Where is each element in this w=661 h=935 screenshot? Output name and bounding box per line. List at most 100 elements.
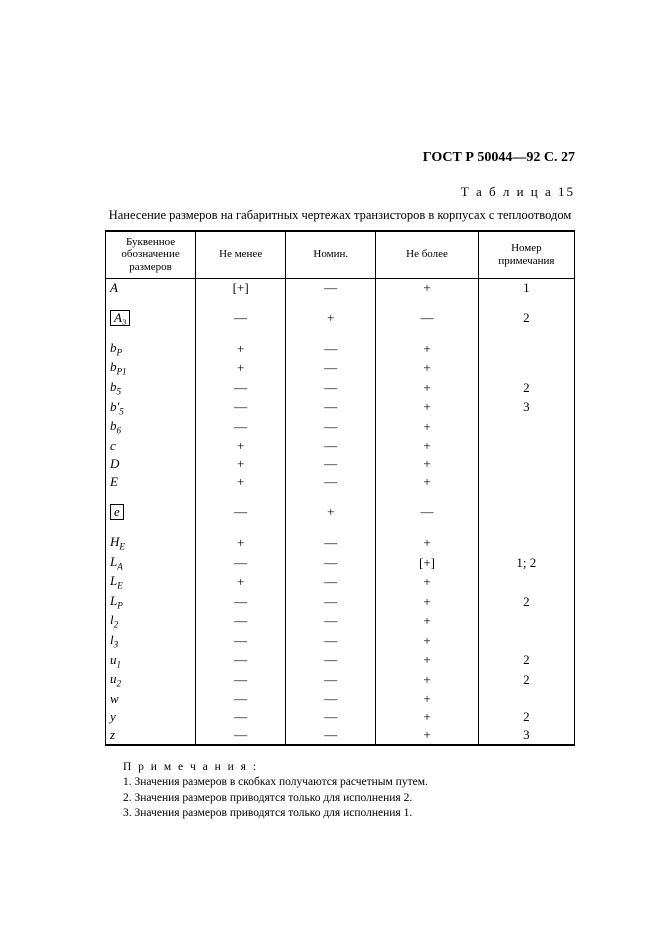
table-caption: Нанесение размеров на габаритных чертежа… [105,208,575,224]
cell-nominal: — [286,690,376,708]
cell-min: + [196,339,286,359]
cell-min: + [196,533,286,553]
cell-min: — [196,708,286,726]
cell-min: — [196,378,286,398]
table-row [106,297,575,309]
cell-min: [+] [196,278,286,297]
cell-symbol: w [106,690,196,708]
cell-note: 2 [478,670,574,690]
cell-max: + [376,378,478,398]
cell-max: + [376,708,478,726]
cell-max: + [376,572,478,592]
cell-nominal: — [286,417,376,437]
table-row: bP+—+ [106,339,575,359]
cell-min: — [196,417,286,437]
cell-nominal: — [286,473,376,491]
cell-min: — [196,592,286,612]
cell-max: + [376,417,478,437]
cell-min: — [196,631,286,651]
cell-nominal: — [286,572,376,592]
cell-note: 2 [478,651,574,671]
cell-min: + [196,437,286,455]
cell-min: + [196,358,286,378]
table-row: l2——+ [106,611,575,631]
spacer-cell [376,327,478,339]
col-header-nominal: Номин. [286,231,376,278]
cell-symbol: l2 [106,611,196,631]
table-row: HE+—+ [106,533,575,553]
cell-max: + [376,437,478,455]
cell-max: + [376,726,478,745]
table-row: LA——[+]1; 2 [106,553,575,573]
spacer-cell [196,297,286,309]
cell-note [478,358,574,378]
cell-min: — [196,670,286,690]
cell-min: — [196,309,286,327]
cell-nominal: — [286,553,376,573]
table-row: LE+—+ [106,572,575,592]
cell-note: 1; 2 [478,553,574,573]
cell-nominal: — [286,611,376,631]
cell-symbol: D [106,455,196,473]
spacer-cell [106,491,196,503]
cell-max: + [376,592,478,612]
col-header-min: Не менее [196,231,286,278]
cell-note: 3 [478,398,574,418]
table-row: bP1+—+ [106,358,575,378]
cell-nominal: — [286,278,376,297]
cell-symbol: l3 [106,631,196,651]
cell-max: + [376,473,478,491]
cell-min: — [196,398,286,418]
spacer-cell [376,297,478,309]
cell-symbol: b6 [106,417,196,437]
cell-symbol: LP [106,592,196,612]
cell-min: — [196,651,286,671]
cell-symbol: u2 [106,670,196,690]
notes-title: П р и м е ч а н и я : [123,761,258,773]
cell-symbol: LE [106,572,196,592]
cell-symbol: e [106,503,196,521]
cell-symbol: HE [106,533,196,553]
cell-nominal: — [286,358,376,378]
boxed-symbol: e [110,504,124,520]
cell-note [478,533,574,553]
spacer-cell [196,327,286,339]
cell-note [478,437,574,455]
cell-min: + [196,572,286,592]
cell-max: + [376,611,478,631]
table-row: z——+3 [106,726,575,745]
cell-max: [+] [376,553,478,573]
cell-max: + [376,455,478,473]
cell-note: 2 [478,592,574,612]
spacer-cell [286,521,376,533]
cell-note [478,631,574,651]
cell-symbol: A₃ [106,309,196,327]
table-row: A[+]—+1 [106,278,575,297]
table-row: y——+2 [106,708,575,726]
cell-nominal: — [286,533,376,553]
cell-nominal: — [286,592,376,612]
cell-symbol: u1 [106,651,196,671]
spacer-cell [478,491,574,503]
note-item: 1. Значения размеров в скобках получаютс… [123,776,428,788]
cell-min: — [196,553,286,573]
spacer-cell [286,491,376,503]
cell-symbol: z [106,726,196,745]
cell-max: + [376,358,478,378]
table-row [106,327,575,339]
spacer-cell [106,327,196,339]
cell-max: — [376,309,478,327]
table-row: l3——+ [106,631,575,651]
table-row: e—+— [106,503,575,521]
cell-min: + [196,473,286,491]
cell-note: 3 [478,726,574,745]
spacer-cell [196,521,286,533]
table-row: u2——+2 [106,670,575,690]
cell-note [478,417,574,437]
cell-min: — [196,503,286,521]
cell-symbol: A [106,278,196,297]
cell-nominal: — [286,378,376,398]
cell-max: + [376,690,478,708]
cell-max: + [376,398,478,418]
table-header-row: Буквенное обозначение размеров Не менее … [106,231,575,278]
